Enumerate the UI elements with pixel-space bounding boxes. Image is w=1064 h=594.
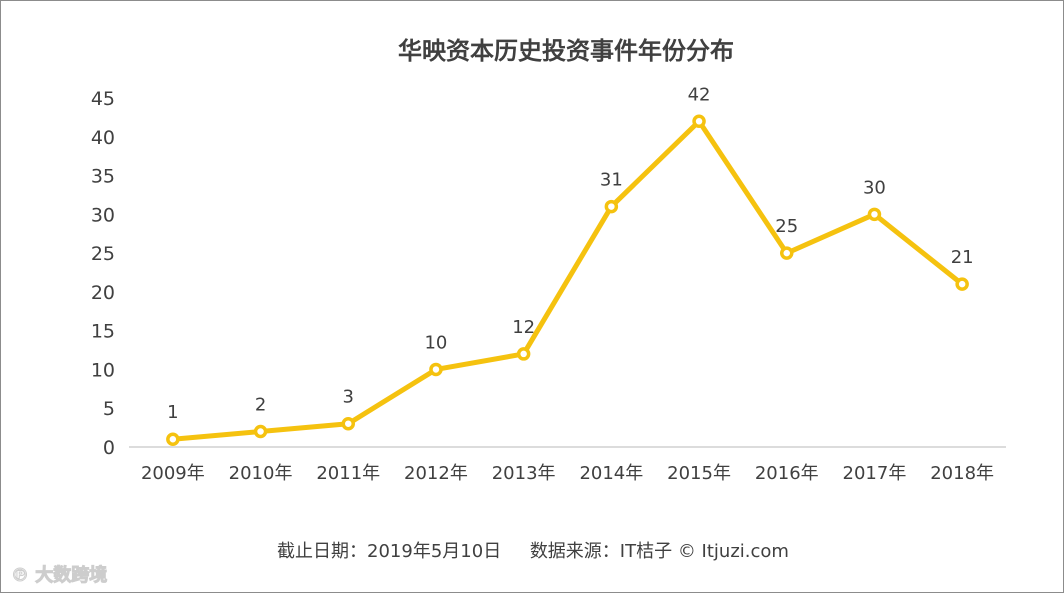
- data-point: [516, 347, 531, 361]
- data-label: 25: [775, 216, 798, 237]
- data-point: [604, 199, 619, 214]
- x-tick-label: 2014年: [579, 463, 643, 484]
- x-tick-label: 2018年: [930, 463, 994, 484]
- y-tick-label: 0: [103, 437, 115, 459]
- data-points: [166, 114, 969, 446]
- x-tick-label: 2016年: [755, 463, 819, 484]
- y-tick-label: 15: [91, 321, 115, 343]
- data-point: [692, 114, 706, 129]
- y-tick-label: 25: [91, 243, 115, 265]
- data-point: [341, 416, 355, 431]
- footer-note: 截止日期：2019年5月10日 数据来源：IT桔子 © Itjuzi.com: [1, 537, 1064, 563]
- chart-title: 华映资本历史投资事件年份分布: [398, 37, 734, 65]
- watermark-logo: ℗ 大数跨境: [11, 561, 108, 587]
- x-tick-label: 2009年: [141, 463, 205, 484]
- data-label: 1: [167, 402, 178, 423]
- data-point: [780, 246, 794, 260]
- x-tick-label: 2010年: [229, 463, 293, 484]
- y-tick-label: 40: [91, 127, 115, 149]
- y-tick-label: 45: [91, 88, 115, 110]
- x-tick-label: 2015年: [667, 463, 731, 484]
- x-tick-label: 2013年: [492, 463, 556, 484]
- data-label: 12: [512, 317, 535, 338]
- footer-source: 数据来源：IT桔子 © Itjuzi.com: [529, 541, 789, 562]
- data-label: 2: [255, 394, 266, 415]
- y-tick-label: 30: [91, 204, 115, 226]
- x-tick-label: 2011年: [316, 463, 380, 484]
- series-line: [172, 118, 964, 442]
- watermark-text: 大数跨境: [35, 565, 108, 587]
- y-tick-label: 10: [91, 359, 115, 381]
- x-axis: 2009年 2010年 2011年 2012年 2013年 2014年 2015年 2016年…: [141, 463, 994, 484]
- data-point: [429, 362, 443, 377]
- y-axis: 0 5 10 15 20 25 30 35 40 45: [91, 88, 115, 459]
- footer-date: 截止日期：2019年5月10日: [277, 541, 502, 562]
- data-label: 30: [863, 177, 886, 198]
- data-label: 42: [688, 84, 711, 105]
- data-label: 10: [424, 332, 447, 353]
- data-point: [955, 277, 969, 291]
- data-point: [166, 432, 180, 446]
- y-tick-label: 35: [91, 166, 115, 188]
- data-point: [253, 424, 268, 439]
- data-point: [867, 207, 882, 222]
- data-label: 31: [600, 170, 623, 191]
- x-tick-label: 2017年: [843, 463, 907, 484]
- data-label: 21: [951, 247, 974, 268]
- y-tick-label: 20: [91, 282, 115, 304]
- x-tick-label: 2012年: [404, 463, 468, 484]
- watermark-icon: ℗: [11, 565, 30, 587]
- data-label: 3: [343, 387, 354, 408]
- y-tick-label: 5: [103, 398, 115, 420]
